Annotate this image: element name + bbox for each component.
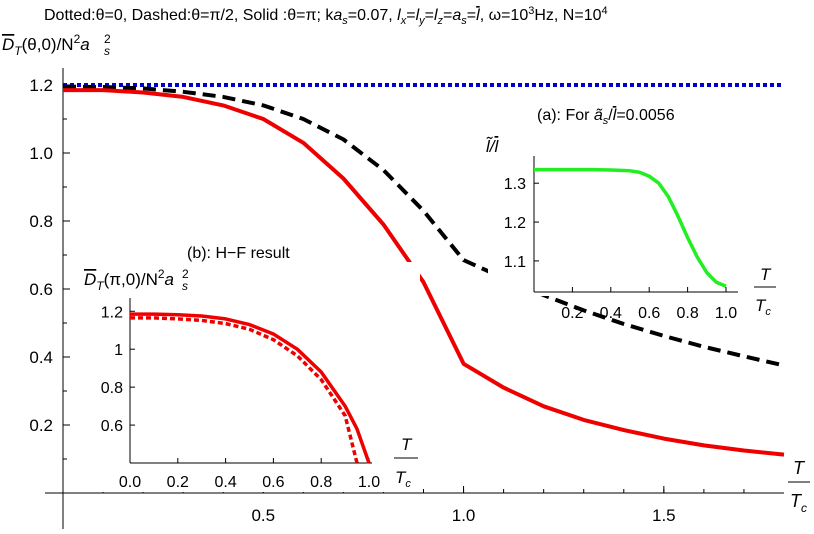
- inset-b-ytick-label: 0.8: [101, 380, 123, 397]
- inset-b-xtick-label: 1.0: [358, 474, 380, 491]
- inset-b-ylabel: DT(π,0)/N2a 2 s: [84, 267, 189, 293]
- main-ytick-label: 0.8: [29, 212, 53, 231]
- main-ytick-label: 1.2: [29, 76, 53, 95]
- inset-b-xtick-label: 0.8: [310, 474, 332, 491]
- main-series-dashed: [62, 84, 785, 368]
- inset-b-series-group: [130, 312, 371, 464]
- inset-a-ylabel: l̃/l: [486, 136, 500, 156]
- inset-a-series-group: [534, 167, 727, 288]
- inset-b-ytick-label: 1: [114, 342, 123, 359]
- inset-a-xtick-label: 0.4: [600, 305, 622, 322]
- inset-a-ticks: 0.2 0.4 0.6 0.8 1.0 1.1 1.2 1.3: [504, 176, 737, 322]
- inset-a-xlabel: T Tc: [754, 265, 776, 318]
- chart-title: Dotted:θ=0, Dashed:θ=π/2, Solid :θ=π; ka…: [44, 5, 608, 27]
- inset-a-ytick-label: 1.2: [504, 215, 526, 232]
- inset-a-xtick-label: 1.0: [715, 305, 737, 322]
- main-ylabel: DT(θ,0)/N2a 2 s: [2, 32, 111, 58]
- svg-text:T: T: [793, 458, 806, 478]
- inset-b-ytick-label: 0.6: [101, 418, 123, 435]
- svg-text:T: T: [401, 435, 413, 454]
- main-ytick-label: 0.4: [29, 348, 53, 367]
- main-ytick-label: 1.0: [29, 144, 53, 163]
- inset-b-xtick-label: 0.4: [214, 474, 236, 491]
- main-xtick-label: 1.0: [452, 506, 476, 525]
- svg-text:T: T: [760, 265, 772, 284]
- main-ytick-label: 0.6: [29, 280, 53, 299]
- main-xtick-label: 1.5: [652, 506, 676, 525]
- inset-b: (b): H−F result DT(π,0)/N2a 2 s 0.0 0.2 0.4 0…: [80, 245, 420, 492]
- svg-text:Tc: Tc: [755, 296, 771, 318]
- inset-b-xlabel: T Tc: [394, 435, 418, 490]
- inset-a-xtick-label: 0.8: [676, 305, 698, 322]
- inset-b-series-dotted: [130, 316, 359, 464]
- inset-b-series-solid: [130, 312, 371, 464]
- inset-b-xtick-label: 0.2: [167, 474, 189, 491]
- inset-a-series: [534, 167, 727, 288]
- main-ytick-label: 0.2: [29, 416, 53, 435]
- main-xlabel: T Tc: [788, 458, 810, 515]
- inset-b-xtick-label: 0.6: [262, 474, 284, 491]
- main-series-solid: [63, 88, 785, 457]
- inset-a-xtick-label: 0.6: [638, 305, 660, 322]
- inset-b-ytick-label: 1.2: [101, 304, 123, 321]
- svg-text:Tc: Tc: [790, 491, 807, 515]
- inset-a-label: (a): For ãs/l=0.0056: [537, 107, 675, 127]
- inset-b-label: (b): H−F result: [187, 245, 290, 262]
- inset-b-xtick-label: 0.0: [119, 474, 141, 491]
- inset-a-ytick-label: 1.1: [504, 254, 526, 271]
- inset-b-ticks: 0.0 0.2 0.4 0.6 0.8 1.0 0.6 0.8 1 1.2: [101, 304, 380, 491]
- inset-a-xtick-label: 0.2: [561, 305, 583, 322]
- main-series-group: [62, 83, 785, 457]
- inset-a: (a): For ãs/l=0.0056 l̃/l 0.2 0.4 0.6 0.8 1.…: [486, 107, 776, 322]
- svg-text:Tc: Tc: [395, 468, 411, 490]
- main-xtick-label: 0.5: [251, 506, 275, 525]
- inset-a-ytick-label: 1.3: [504, 176, 526, 193]
